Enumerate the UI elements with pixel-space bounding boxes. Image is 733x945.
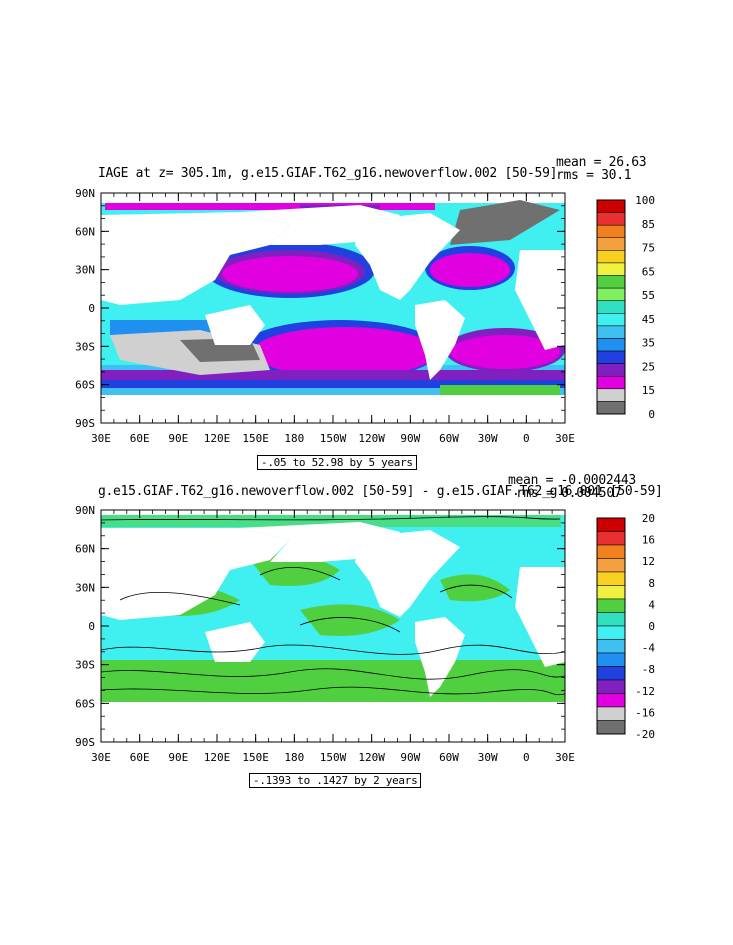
colorbar-swatch	[596, 544, 626, 559]
panel1-mean: mean = 26.63	[556, 155, 647, 170]
panel2-title: g.e15.GIAF.T62_g16.newoverflow.002 [50-5…	[98, 484, 663, 499]
lat-label: 30S	[75, 340, 95, 353]
lon-label: 60W	[439, 751, 459, 764]
colorbar-swatch	[596, 612, 626, 627]
lon-label: 120W	[358, 751, 385, 764]
lon-label: 120W	[358, 432, 385, 445]
lon-label: 180	[284, 751, 304, 764]
lon-label: 0	[523, 751, 530, 764]
colorbar-swatch	[596, 517, 626, 532]
lon-label: 150W	[320, 432, 347, 445]
colorbar-swatch	[596, 585, 626, 600]
panel2-range-label: -.1393 to .1427 by 2 years	[249, 773, 422, 788]
lat-label: 60N	[75, 225, 95, 238]
colorbar-swatch	[596, 679, 626, 694]
colorbar-label: 45	[642, 313, 655, 326]
colorbar-label: 100	[635, 194, 655, 207]
lon-label: 0	[523, 432, 530, 445]
colorbar-label: 75	[642, 242, 655, 255]
lon-label: 90W	[400, 751, 420, 764]
colorbar-swatch	[596, 706, 626, 721]
colorbar-swatch	[596, 639, 626, 654]
colorbar-swatch	[596, 666, 626, 681]
colorbar-label: -16	[635, 706, 655, 719]
lat-label: 90N	[75, 504, 95, 517]
lat-label: 0	[88, 302, 95, 315]
lat-label: 30S	[75, 659, 95, 672]
colorbar-label: 0	[648, 408, 655, 421]
colorbar-swatch	[596, 598, 626, 613]
lon-label: 30E	[91, 432, 111, 445]
panel1-title: IAGE at z= 305.1m, g.e15.GIAF.T62_g16.ne…	[98, 166, 558, 181]
lon-label: 120E	[204, 432, 231, 445]
colorbar-swatch	[596, 571, 626, 586]
colorbar-swatch	[596, 625, 626, 640]
south-america-land	[415, 300, 465, 380]
panel2-ticks	[100, 509, 566, 743]
colorbar-label: 8	[648, 577, 655, 590]
panel2-colorbar: 20 16 12 8 4 0 -4 -8 -12 -16 -20	[596, 512, 656, 741]
panel1-ticks	[100, 192, 566, 424]
colorbar-label: -8	[642, 663, 655, 676]
lat-label: 90S	[75, 736, 95, 749]
colorbar-swatch	[596, 558, 626, 573]
colorbar-label: 15	[642, 384, 655, 397]
lat-label: 60N	[75, 543, 95, 556]
lon-label: 90E	[168, 751, 188, 764]
colorbar-label: -12	[635, 685, 655, 698]
colorbar-swatch	[596, 652, 626, 667]
panel2-rms: rms = 0.004507	[516, 486, 622, 501]
lon-label: 30E	[555, 751, 575, 764]
eurasia-land	[101, 212, 290, 305]
colorbar-label: 12	[642, 555, 655, 568]
lon-label: 30W	[478, 432, 498, 445]
colorbar-label: 25	[642, 360, 655, 373]
panel1-range-label: -.05 to 52.98 by 5 years	[257, 455, 417, 470]
north-america-land	[355, 213, 460, 300]
colorbar-swatch	[596, 720, 626, 735]
colorbar-label: 0	[648, 620, 655, 633]
colorbar-label: 55	[642, 289, 655, 302]
lon-label: 30W	[478, 751, 498, 764]
lon-label: 90E	[168, 432, 188, 445]
lon-label: 60E	[130, 432, 150, 445]
lon-label: 30E	[555, 432, 575, 445]
panel1-rms: rms = 30.1	[556, 168, 632, 183]
lat-label: 30N	[75, 264, 95, 277]
colorbar-label: -20	[635, 728, 655, 741]
lon-label: 150E	[242, 751, 269, 764]
colorbar-label: -4	[642, 642, 656, 655]
africa-land	[515, 250, 565, 350]
lon-label: 60W	[439, 432, 459, 445]
lon-label: 150W	[320, 751, 347, 764]
colorbar-label: 85	[642, 218, 655, 231]
lon-label: 180	[284, 432, 304, 445]
lon-label: 30E	[91, 751, 111, 764]
lat-label: 60S	[75, 697, 95, 710]
australia-land	[205, 305, 265, 345]
colorbar-swatch	[596, 693, 626, 708]
lat-label: 90N	[75, 187, 95, 200]
lon-label: 60E	[130, 751, 150, 764]
lat-label: 30N	[75, 581, 95, 594]
lon-label: 150E	[242, 432, 269, 445]
colorbar-label: 35	[642, 337, 655, 350]
colorbar-label: 16	[642, 534, 655, 547]
colorbar-label: 65	[642, 265, 655, 278]
lon-label: 90W	[400, 432, 420, 445]
panel2-mean: mean = -0.0002443	[508, 473, 636, 488]
colorbar-label: 4	[648, 598, 655, 611]
lat-label: 60S	[75, 379, 95, 392]
panel1-colorbar: 100 85 75 65 55 45 35 25 15 0	[596, 194, 655, 421]
lon-label: 120E	[204, 751, 231, 764]
colorbar-label: 20	[642, 512, 655, 525]
colorbar-swatch	[596, 531, 626, 546]
lat-label: 90S	[75, 417, 95, 430]
lat-label: 0	[88, 620, 95, 633]
